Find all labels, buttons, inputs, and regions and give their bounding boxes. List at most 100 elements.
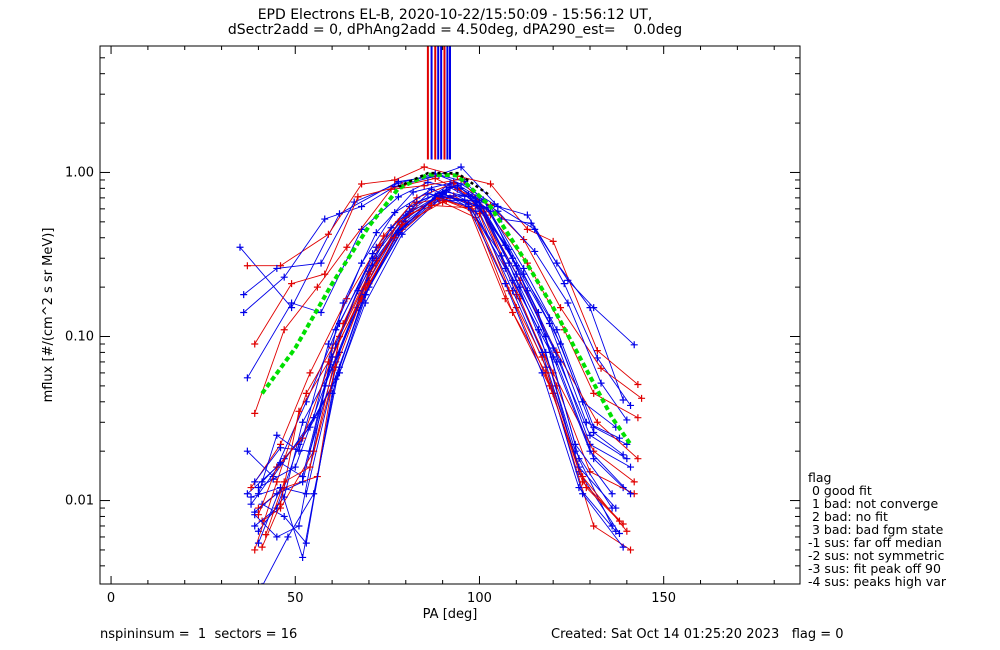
data-point (280, 273, 288, 281)
data-point (236, 243, 244, 251)
data-point (638, 394, 646, 402)
data-point (523, 225, 531, 233)
data-point (354, 193, 362, 201)
data-point (243, 374, 251, 382)
data-point (627, 463, 635, 471)
fit-curve-green (260, 172, 633, 446)
data-point (453, 182, 461, 190)
data-point (461, 196, 469, 204)
data-point (612, 527, 620, 535)
data-point (391, 176, 399, 184)
data-point (258, 543, 266, 551)
data-point (409, 188, 417, 196)
data-point (277, 459, 285, 467)
data-point (277, 500, 285, 508)
data-point (302, 539, 310, 547)
data-point (306, 463, 314, 471)
data-point (579, 478, 587, 486)
data-point (317, 309, 325, 317)
data-layer (236, 46, 646, 584)
data-point (439, 198, 447, 206)
data-point (582, 418, 590, 426)
data-point (538, 369, 546, 377)
series-line (247, 181, 628, 421)
data-point (615, 434, 623, 442)
data-point (446, 180, 454, 188)
data-point (358, 225, 366, 233)
data-point (332, 375, 340, 383)
data-point (490, 200, 498, 208)
data-point (428, 185, 436, 193)
data-point (299, 553, 307, 561)
series-line (254, 178, 639, 419)
data-point (608, 504, 616, 512)
data-point (273, 264, 281, 272)
data-point (313, 283, 321, 291)
data-point (310, 490, 318, 498)
data-point (487, 180, 495, 188)
plot-frame (99, 45, 801, 585)
data-point (549, 237, 557, 245)
data-point (498, 252, 506, 260)
data-point (571, 447, 579, 455)
data-point (247, 500, 255, 508)
data-point (590, 389, 598, 397)
series-line (247, 186, 624, 495)
data-point (240, 291, 248, 299)
data-point (564, 276, 572, 284)
data-point (302, 490, 310, 498)
series-line (243, 173, 635, 346)
chart-title-line-1: EPD Electrons EL-B, 2020-10-22/15:50:09 … (257, 7, 653, 23)
flag-legend-item: 3 bad: bad fgm state (808, 522, 944, 537)
data-point (593, 347, 601, 355)
data-point (358, 259, 366, 267)
data-point (428, 201, 436, 209)
y-tick-label: 0.10 (65, 330, 94, 345)
flag-legend-item: -3 sus: fit peak off 90 (808, 561, 941, 576)
data-point (317, 259, 325, 267)
x-tick-label: 0 (107, 591, 115, 606)
data-point (332, 326, 340, 334)
y-tick-label: 0.01 (65, 494, 94, 509)
data-point (299, 418, 307, 426)
data-point (557, 304, 565, 312)
data-point (251, 546, 259, 554)
series-line (261, 193, 613, 509)
data-point (398, 230, 406, 238)
data-point (442, 186, 450, 194)
data-point (277, 444, 285, 452)
y-axis-label: mflux [#/(cm^2 s sr MeV)] (41, 228, 56, 403)
data-point (247, 493, 255, 501)
series-line (247, 166, 639, 385)
series-line (254, 192, 624, 548)
data-point (277, 484, 285, 492)
data-point (284, 533, 292, 541)
data-point (243, 447, 251, 455)
data-point (420, 163, 428, 171)
data-point (586, 431, 594, 439)
data-point (623, 455, 631, 463)
data-point (387, 185, 395, 193)
data-point (549, 344, 557, 352)
data-point (564, 299, 572, 307)
data-point (590, 304, 598, 312)
data-point (380, 232, 388, 240)
series-line (261, 201, 620, 548)
data-point (623, 527, 631, 535)
data-point (586, 447, 594, 455)
data-point (575, 484, 583, 492)
data-point (464, 203, 472, 211)
data-point (424, 190, 432, 198)
data-point (627, 490, 635, 498)
data-point (240, 309, 248, 317)
flag-legend-item: -4 sus: peaks high var (808, 574, 947, 589)
data-point (575, 463, 583, 471)
data-point (501, 241, 509, 249)
data-point (295, 407, 303, 415)
series-line (257, 197, 628, 532)
data-point (464, 191, 472, 199)
data-point (623, 416, 631, 424)
data-point (258, 478, 266, 486)
data-point (372, 229, 380, 237)
data-point (608, 490, 616, 498)
